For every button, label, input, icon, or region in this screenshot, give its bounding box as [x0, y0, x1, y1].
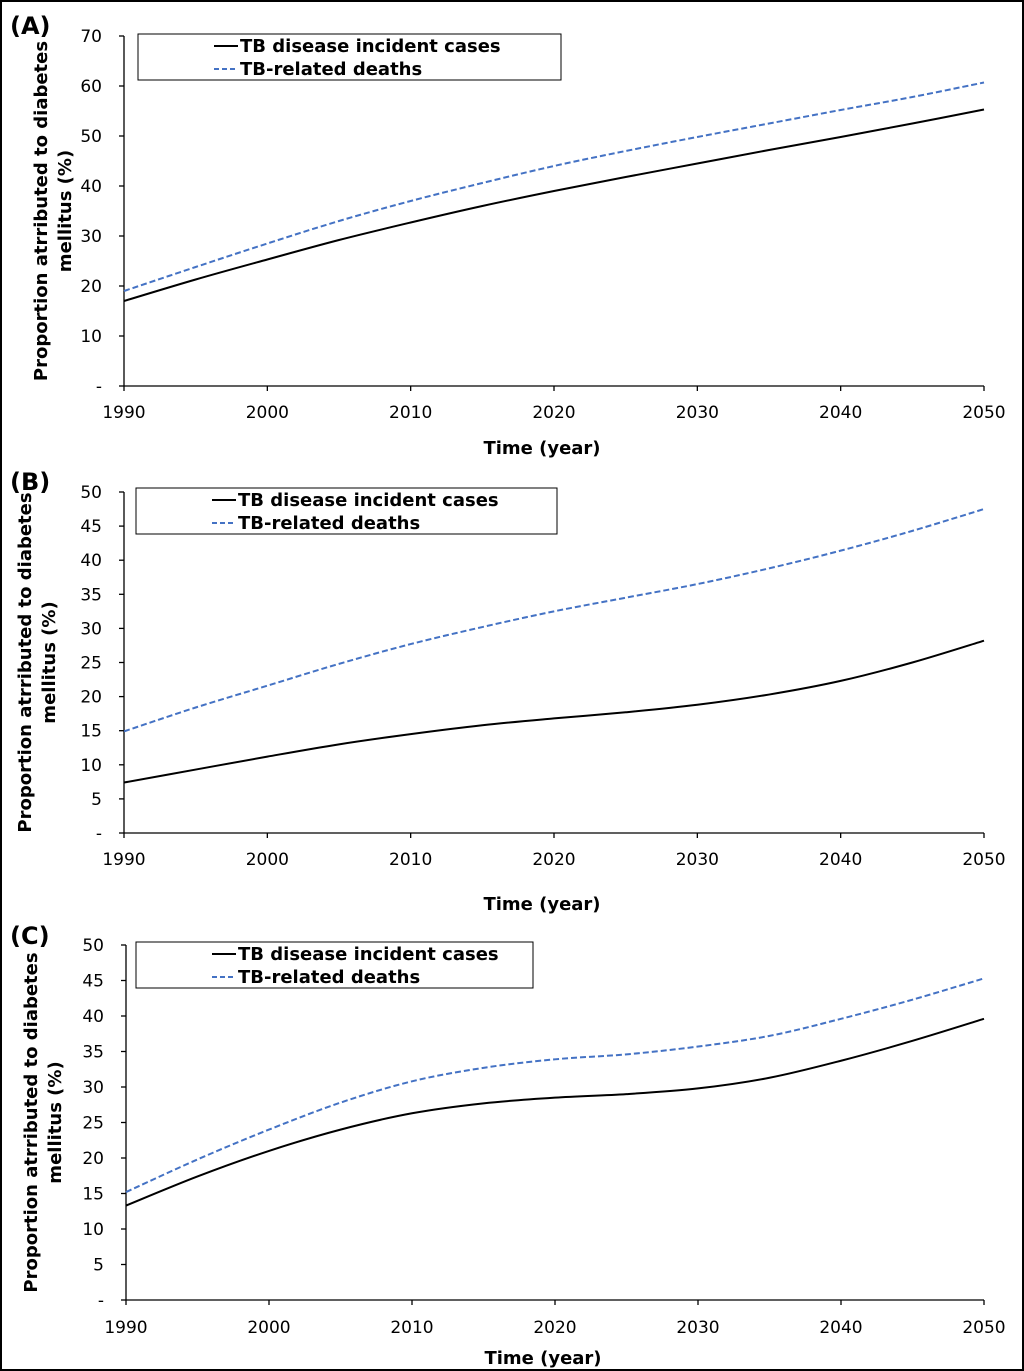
y-tick-label: -: [96, 377, 102, 397]
y-tick-label: 5: [93, 1256, 104, 1276]
series-line-tb-deaths: [123, 508, 985, 733]
x-tick-label: 2030: [676, 1318, 719, 1338]
panel-label: (B): [10, 468, 50, 496]
y-tick-label: 20: [82, 1149, 104, 1169]
y-tick-label: 60: [80, 77, 102, 97]
y-axis-title: Proportion atrributed to diabetes: [15, 492, 36, 832]
y-tick-label: 10: [80, 756, 102, 776]
series-line-tb-incident-cases: [125, 1017, 985, 1207]
x-tick-label: 2010: [389, 850, 432, 870]
y-tick-label: 30: [80, 619, 102, 639]
y-tick-label: 25: [80, 654, 102, 674]
y-tick-label: 40: [80, 551, 102, 571]
y-tick-label: 15: [82, 1185, 104, 1205]
legend-label: TB disease incident cases: [238, 490, 499, 511]
series-line-tb-incident-cases: [123, 108, 985, 302]
y-tick-label: 20: [80, 277, 102, 297]
y-tick-label: 50: [80, 127, 102, 147]
x-tick-label: 2000: [246, 850, 289, 870]
x-tick-label: 2040: [819, 1318, 862, 1338]
legend-label: TB-related deaths: [238, 967, 420, 988]
x-tick-label: 1990: [104, 1318, 147, 1338]
chart-panel-3: (C) - 5 10 15 20 25 30 35 40 45 50 1990 2000 2010 2020 2…: [10, 922, 1006, 1369]
panel-label: (A): [10, 12, 51, 40]
x-axis-title: Time (year): [483, 894, 600, 915]
legend-label: TB-related deaths: [240, 59, 422, 80]
series-line-tb-deaths: [123, 81, 985, 292]
y-tick-label: 25: [82, 1114, 104, 1134]
series-line-tb-deaths: [125, 977, 985, 1193]
x-tick-label: 2030: [676, 403, 719, 423]
y-axis-title: mellitus (%): [55, 150, 76, 272]
x-tick-label: 2020: [532, 850, 575, 870]
x-tick-label: 1990: [102, 850, 145, 870]
y-tick-label: 45: [80, 517, 102, 537]
legend-label: TB disease incident cases: [238, 944, 499, 965]
legend-box: [137, 33, 562, 81]
y-axis-title: mellitus (%): [39, 601, 60, 723]
legend-box: [135, 941, 534, 989]
y-tick-label: 35: [82, 1043, 104, 1063]
y-axis-title: Proportion atrributed to diabetes: [21, 952, 42, 1292]
legend-label: TB-related deaths: [238, 513, 420, 534]
y-axis-title: mellitus (%): [45, 1061, 66, 1183]
x-tick-label: 2040: [819, 850, 862, 870]
x-tick-label: 2030: [676, 850, 719, 870]
y-tick-label: 5: [91, 790, 102, 810]
legend-box: [135, 487, 558, 535]
series-line-tb-incident-cases: [123, 639, 985, 784]
x-tick-label: 2010: [390, 1318, 433, 1338]
legend-label: TB disease incident cases: [240, 36, 501, 57]
x-axis-title: Time (year): [483, 438, 600, 459]
y-tick-label: -: [96, 824, 102, 844]
y-tick-label: 40: [82, 1007, 104, 1027]
panel-label: (C): [10, 922, 50, 950]
y-tick-label: 20: [80, 688, 102, 708]
x-tick-label: 2050: [962, 850, 1005, 870]
x-tick-label: 2010: [389, 403, 432, 423]
chart-panel-2: (B) - 5 10 15 20 25 30 35 40 45 50 1990 2000 2010 2020 2…: [10, 468, 1006, 915]
y-axis-title: Proportion atrributed to diabetes: [31, 41, 52, 381]
y-tick-label: 10: [80, 327, 102, 347]
y-tick-label: 30: [82, 1078, 104, 1098]
x-tick-label: 2020: [532, 403, 575, 423]
y-tick-label: 30: [80, 227, 102, 247]
y-tick-label: 10: [82, 1220, 104, 1240]
y-tick-label: 45: [82, 972, 104, 992]
y-tick-label: 15: [80, 722, 102, 742]
y-tick-label: 70: [80, 27, 102, 47]
x-tick-label: 2020: [533, 1318, 576, 1338]
y-tick-label: 50: [80, 483, 102, 503]
x-axis-title: Time (year): [484, 1348, 601, 1369]
x-tick-label: 2000: [246, 403, 289, 423]
x-tick-label: 2050: [962, 403, 1005, 423]
y-tick-label: 40: [80, 177, 102, 197]
y-tick-label: 50: [82, 936, 104, 956]
x-tick-label: 1990: [102, 403, 145, 423]
y-tick-label: -: [98, 1291, 104, 1311]
x-tick-label: 2000: [247, 1318, 290, 1338]
x-tick-label: 2050: [962, 1318, 1005, 1338]
y-tick-label: 35: [80, 585, 102, 605]
x-tick-label: 2040: [819, 403, 862, 423]
